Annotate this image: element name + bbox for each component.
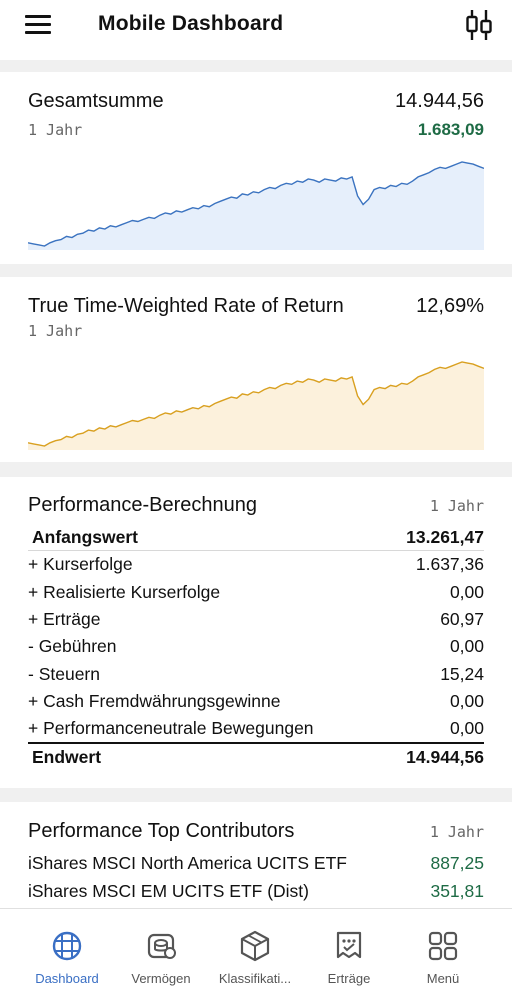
row-value: 1.637,36 xyxy=(415,554,484,575)
candlestick-icon[interactable] xyxy=(463,8,495,42)
contributor-value: 887,25 xyxy=(430,853,484,873)
table-row: + Realisierte Kurserfolge 0,00 xyxy=(28,579,484,606)
summary-change: 1.683,09 xyxy=(417,120,484,139)
row-label: Anfangswert xyxy=(32,526,138,547)
chart-area xyxy=(28,362,484,450)
table-row: + Performanceneutrale Bewegungen 0,00 xyxy=(28,715,484,742)
row-label: - Steuern xyxy=(28,663,100,684)
table-row: + Erträge 60,97 xyxy=(28,606,484,633)
summary-card[interactable]: Gesamtsumme 14.944,56 1 Jahr 1.683,09 xyxy=(0,72,512,264)
bottom-nav: Dashboard Vermögen Klassifikati... Erträ… xyxy=(0,908,512,999)
page-title: Mobile Dashboard xyxy=(98,12,284,35)
performance-card[interactable]: Performance-Berechnung 1 Jahr Anfangswer… xyxy=(0,477,512,788)
nav-item-klassifikation[interactable]: Klassifikati... xyxy=(208,909,302,999)
contributor-name: iShares MSCI North America UCITS ETF xyxy=(28,853,347,873)
chart-line xyxy=(28,361,484,447)
cube-icon xyxy=(240,930,270,962)
ttwror-period: 1 Jahr xyxy=(28,322,83,340)
row-value: 15,24 xyxy=(440,663,484,684)
nav-label: Dashboard xyxy=(35,971,99,986)
list-item[interactable]: iShares MSCI EM UCITS ETF (Dist) 351,81 xyxy=(28,881,484,902)
grid-globe-icon xyxy=(52,931,82,961)
nav-item-vermoegen[interactable]: Vermögen xyxy=(114,909,208,999)
row-label: + Erträge xyxy=(28,609,101,630)
row-label: + Cash Fremdwährungsgewinne xyxy=(28,690,281,711)
row-label: - Gebühren xyxy=(28,636,117,657)
contributor-name: iShares MSCI EM UCITS ETF (Dist) xyxy=(28,881,309,901)
nav-item-dashboard[interactable]: Dashboard xyxy=(20,909,114,999)
performance-period: 1 Jahr xyxy=(429,497,484,515)
row-value: 14.944,56 xyxy=(406,746,484,767)
nav-item-ertraege[interactable]: Erträge xyxy=(302,909,396,999)
end-value-row: Endwert 14.944,56 xyxy=(28,742,484,769)
row-value: 60,97 xyxy=(440,609,484,630)
row-label: + Realisierte Kurserfolge xyxy=(28,581,221,602)
table-row: + Cash Fremdwährungsgewinne 0,00 xyxy=(28,688,484,715)
row-value: 0,00 xyxy=(449,636,484,657)
apps-icon xyxy=(428,931,458,961)
ttwror-value: 12,69% xyxy=(416,295,484,317)
nav-label: Vermögen xyxy=(131,971,191,986)
chart-area xyxy=(28,162,484,250)
nav-item-menue[interactable]: Menü xyxy=(396,909,490,999)
contributor-value: 351,81 xyxy=(430,881,484,901)
hamburger-icon[interactable] xyxy=(25,15,53,37)
start-value-row: Anfangswert 13.261,47 xyxy=(28,524,484,552)
chart-line xyxy=(28,161,484,247)
ttwror-chart xyxy=(28,361,484,450)
row-label: + Performanceneutrale Bewegungen xyxy=(28,718,314,739)
ttwror-card[interactable]: True Time-Weighted Rate of Return 12,69%… xyxy=(0,277,512,462)
contributors-title: Performance Top Contributors xyxy=(28,820,295,842)
row-value: 0,00 xyxy=(449,581,484,602)
nav-label: Klassifikati... xyxy=(218,971,292,986)
row-value: 0,00 xyxy=(449,690,484,711)
summary-value: 14.944,56 xyxy=(395,90,484,112)
row-value: 0,00 xyxy=(449,718,484,739)
nav-label: Erträge xyxy=(327,971,371,986)
summary-period: 1 Jahr xyxy=(28,121,83,139)
row-label: + Kurserfolge xyxy=(28,554,133,575)
performance-title: Performance-Berechnung xyxy=(28,494,258,516)
summary-chart xyxy=(28,161,484,250)
row-value: 13.261,47 xyxy=(406,526,484,547)
table-row: - Steuern 15,24 xyxy=(28,660,484,687)
coins-icon xyxy=(147,933,176,959)
list-item[interactable]: iShares MSCI North America UCITS ETF 887… xyxy=(28,853,484,874)
table-row: - Gebühren 0,00 xyxy=(28,633,484,660)
summary-title: Gesamtsumme xyxy=(28,90,164,112)
performance-table: Anfangswert 13.261,47 + Kurserfolge 1.63… xyxy=(28,524,484,770)
table-row: + Kurserfolge 1.637,36 xyxy=(28,551,484,578)
nav-label: Menü xyxy=(426,971,460,986)
app-header: Mobile Dashboard xyxy=(0,0,512,60)
row-label: Endwert xyxy=(32,746,102,767)
contributors-period: 1 Jahr xyxy=(429,823,484,841)
income-icon xyxy=(336,931,362,959)
contributors-card[interactable]: Performance Top Contributors 1 Jahr iSha… xyxy=(0,802,512,908)
ttwror-title: True Time-Weighted Rate of Return xyxy=(28,295,344,317)
